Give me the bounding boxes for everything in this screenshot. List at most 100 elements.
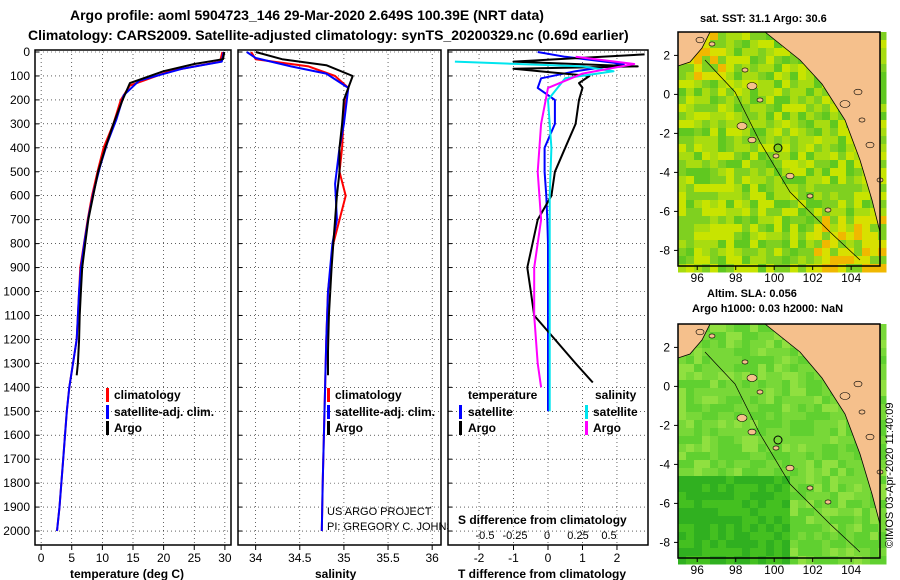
x-tick-label: 34.5	[288, 551, 312, 565]
heatmap-cell	[758, 444, 767, 453]
heatmap-cell	[726, 192, 735, 201]
heatmap-cell	[742, 200, 751, 209]
heatmap-cell	[734, 476, 743, 485]
heatmap-cell	[798, 104, 807, 113]
heatmap-cell	[878, 48, 887, 57]
heatmap-cell	[766, 548, 775, 557]
heatmap-cell	[838, 136, 847, 145]
heatmap-cell	[846, 548, 855, 557]
heatmap-cell	[742, 208, 751, 217]
heatmap-cell	[694, 404, 703, 413]
heatmap-cell	[822, 548, 831, 557]
sst-map-title: sat. SST: 31.1 Argo: 30.6	[700, 13, 827, 25]
heatmap-cell	[814, 104, 823, 113]
heatmap-cell	[878, 80, 887, 89]
x-tick-label: 15	[126, 551, 140, 565]
heatmap-cell	[734, 256, 743, 265]
heatmap-cell	[790, 104, 799, 113]
island-outline	[695, 36, 705, 44]
heatmap-cell	[766, 444, 775, 453]
heatmap-cell	[846, 484, 855, 493]
heatmap-cell	[742, 96, 751, 105]
legend-t-argo: Argo	[468, 421, 496, 435]
island-outline	[806, 485, 814, 491]
heatmap-cell	[758, 120, 767, 129]
longitude-tick-label: 104	[841, 563, 861, 577]
heatmap-cell	[694, 460, 703, 469]
heatmap-cell	[718, 264, 727, 273]
heatmap-cell	[830, 484, 839, 493]
heatmap-cell	[814, 532, 823, 541]
heatmap-cell	[838, 452, 847, 461]
heatmap-cell	[870, 256, 879, 265]
heatmap-cell	[854, 476, 863, 485]
heatmap-cell	[766, 540, 775, 549]
x-tick-label: 36	[425, 551, 439, 565]
heatmap-cell	[822, 208, 831, 217]
heatmap-cell	[798, 80, 807, 89]
heatmap-cell	[766, 356, 775, 365]
heatmap-cell	[878, 72, 887, 81]
heatmap-cell	[758, 364, 767, 373]
heatmap-cell	[790, 208, 799, 217]
heatmap-cell	[782, 96, 791, 105]
heatmap-cell	[878, 412, 887, 421]
heatmap-cell	[846, 240, 855, 249]
heatmap-cell	[838, 540, 847, 549]
heatmap-cell	[806, 388, 815, 397]
heatmap-cell	[814, 452, 823, 461]
heatmap-cell	[694, 476, 703, 485]
heatmap-cell	[718, 540, 727, 549]
heatmap-cell	[718, 216, 727, 225]
heatmap-cell	[678, 80, 687, 89]
legend-argo: Argo	[335, 421, 363, 435]
heatmap-cell	[830, 540, 839, 549]
heatmap-cell	[742, 48, 751, 57]
heatmap-cell	[758, 460, 767, 469]
heatmap-cell	[678, 460, 687, 469]
heatmap-cell	[734, 500, 743, 509]
island-outlines	[695, 328, 884, 553]
heatmap-cell	[766, 348, 775, 357]
heatmap-cell	[798, 500, 807, 509]
heatmap-cell	[790, 388, 799, 397]
heatmap-cell	[782, 556, 791, 565]
heatmap-cell	[846, 160, 855, 169]
heatmap-cell	[822, 508, 831, 517]
heatmap-cell	[710, 248, 719, 257]
heatmap-cell	[750, 484, 759, 493]
heatmap-cell	[782, 184, 791, 193]
heatmap-cell	[806, 532, 815, 541]
heatmap-cell	[686, 476, 695, 485]
heatmap-cell	[758, 540, 767, 549]
heatmap-cell	[766, 532, 775, 541]
heatmap-cell	[710, 192, 719, 201]
heatmap-cell	[710, 516, 719, 525]
heatmap-cell	[782, 492, 791, 501]
heatmap-cell	[822, 128, 831, 137]
island-outline	[741, 359, 749, 365]
heatmap-cell	[878, 88, 887, 97]
heatmap-cell	[782, 412, 791, 421]
heatmap-cell	[774, 216, 783, 225]
heatmap-cell	[766, 420, 775, 429]
heatmap-cell	[782, 444, 791, 453]
heatmap-cell	[718, 112, 727, 121]
heatmap-cell	[822, 396, 831, 405]
heatmap-cell	[702, 436, 711, 445]
heatmap-cell	[702, 476, 711, 485]
heatmap-cell	[766, 492, 775, 501]
heatmap-cell	[822, 176, 831, 185]
heatmap-cell	[710, 88, 719, 97]
heatmap-cell	[822, 524, 831, 533]
legend-t-satellite: satellite	[468, 405, 513, 419]
heatmap-cell	[750, 412, 759, 421]
heatmap-cell	[702, 340, 711, 349]
heatmap-cell	[774, 500, 783, 509]
heatmap-cell	[814, 224, 823, 233]
heatmap-cell	[766, 128, 775, 137]
heatmap-cell	[678, 548, 687, 557]
heatmap-cell	[854, 192, 863, 201]
heatmap-cell	[758, 224, 767, 233]
heatmap-cell	[686, 532, 695, 541]
